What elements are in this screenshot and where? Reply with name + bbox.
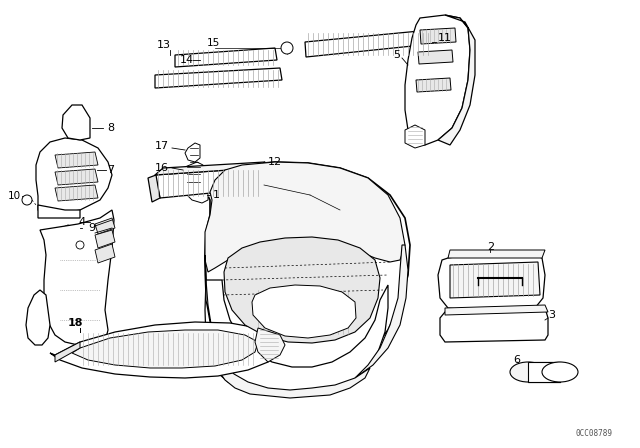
Text: 6: 6	[513, 355, 520, 365]
Polygon shape	[62, 105, 90, 140]
Polygon shape	[528, 362, 560, 382]
Text: 13: 13	[157, 40, 171, 50]
Polygon shape	[182, 162, 410, 382]
Circle shape	[281, 42, 293, 54]
Polygon shape	[405, 15, 470, 145]
Text: 4: 4	[78, 217, 85, 227]
Text: 3: 3	[548, 310, 555, 320]
Polygon shape	[255, 328, 285, 362]
Polygon shape	[56, 225, 80, 235]
Polygon shape	[438, 252, 545, 312]
Polygon shape	[262, 179, 270, 194]
Polygon shape	[420, 28, 456, 44]
Polygon shape	[440, 308, 548, 342]
Polygon shape	[450, 262, 540, 298]
Polygon shape	[258, 162, 268, 188]
Polygon shape	[252, 285, 356, 338]
Polygon shape	[55, 342, 80, 362]
Polygon shape	[155, 68, 282, 88]
Circle shape	[22, 195, 32, 205]
Polygon shape	[26, 290, 50, 345]
Polygon shape	[95, 230, 115, 248]
Polygon shape	[55, 185, 98, 201]
Ellipse shape	[510, 362, 546, 382]
Text: 10: 10	[8, 191, 21, 201]
Circle shape	[76, 241, 84, 249]
Polygon shape	[38, 205, 80, 218]
Text: 12: 12	[268, 157, 282, 167]
Polygon shape	[205, 255, 240, 370]
Text: 14: 14	[180, 55, 194, 65]
Text: 0CC08789: 0CC08789	[575, 430, 612, 439]
Text: 9: 9	[88, 223, 95, 233]
Polygon shape	[205, 280, 388, 395]
Text: 18: 18	[68, 318, 83, 328]
Polygon shape	[218, 365, 370, 398]
Text: 5: 5	[393, 50, 400, 60]
Text: 7: 7	[107, 165, 114, 175]
Ellipse shape	[542, 362, 578, 382]
Polygon shape	[175, 48, 277, 67]
Polygon shape	[40, 210, 114, 345]
Polygon shape	[55, 169, 98, 185]
Polygon shape	[155, 168, 262, 198]
Text: 11: 11	[438, 33, 452, 43]
Polygon shape	[305, 30, 432, 57]
Polygon shape	[224, 237, 380, 343]
Polygon shape	[50, 322, 280, 378]
Polygon shape	[205, 162, 405, 272]
Polygon shape	[448, 250, 545, 258]
Polygon shape	[185, 143, 200, 162]
Polygon shape	[36, 138, 112, 215]
Polygon shape	[438, 15, 475, 145]
Polygon shape	[72, 330, 258, 368]
Polygon shape	[155, 162, 265, 175]
Polygon shape	[95, 218, 115, 234]
Text: 8: 8	[107, 123, 114, 133]
Polygon shape	[55, 152, 98, 168]
Text: 2: 2	[487, 242, 494, 252]
Text: 17: 17	[155, 141, 169, 151]
Polygon shape	[405, 125, 425, 148]
Text: 15: 15	[207, 38, 220, 48]
Polygon shape	[416, 78, 451, 92]
Polygon shape	[355, 245, 408, 378]
Polygon shape	[148, 175, 160, 202]
Polygon shape	[418, 50, 453, 64]
Polygon shape	[188, 188, 208, 203]
Text: 1: 1	[213, 190, 220, 200]
Polygon shape	[182, 162, 203, 184]
Polygon shape	[445, 305, 548, 315]
Polygon shape	[62, 227, 74, 233]
Polygon shape	[95, 244, 115, 263]
Text: 16: 16	[155, 163, 169, 173]
